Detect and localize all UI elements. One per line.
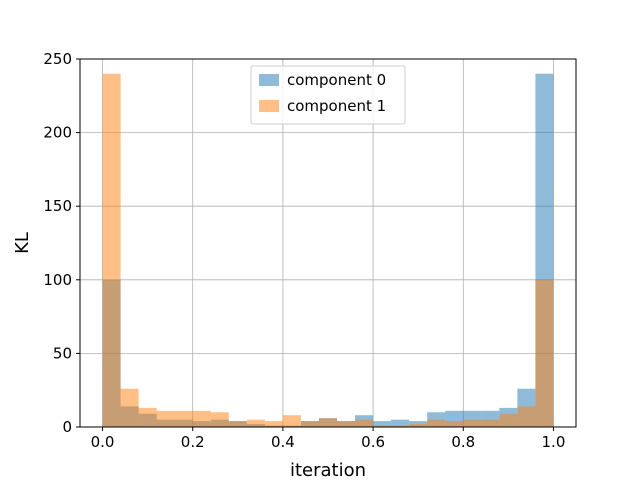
y-tick-label: 150 <box>43 197 72 215</box>
bar <box>282 415 301 427</box>
bar <box>535 279 554 427</box>
bar <box>156 410 175 427</box>
legend-swatch <box>259 74 279 86</box>
bar <box>463 419 482 427</box>
bar <box>517 406 536 427</box>
y-tick-label: 250 <box>43 50 72 68</box>
bar <box>499 413 518 427</box>
series-0 <box>102 73 554 427</box>
x-tick-label: 0.8 <box>451 433 475 451</box>
x-tick-label: 0.2 <box>181 433 205 451</box>
bar <box>192 410 211 427</box>
x-tick-label: 0.0 <box>91 433 115 451</box>
x-tick-label: 0.4 <box>271 433 295 451</box>
bar <box>481 419 500 427</box>
bar <box>427 419 446 427</box>
y-tick-label: 0 <box>62 418 72 436</box>
bar <box>373 421 392 427</box>
bar <box>300 421 319 427</box>
legend-swatch <box>259 100 279 112</box>
bar <box>246 419 265 427</box>
bar <box>355 419 374 427</box>
y-axis-label: KL <box>12 232 33 254</box>
bar <box>337 421 356 427</box>
bar <box>174 410 193 427</box>
bars <box>102 73 554 427</box>
bar <box>120 388 139 427</box>
y-tick-label: 50 <box>53 344 72 362</box>
bar <box>409 424 428 427</box>
x-axis-label: iteration <box>290 460 366 480</box>
y-tick-label: 200 <box>43 124 72 142</box>
legend-box <box>250 65 406 125</box>
bar <box>228 421 247 427</box>
x-tick-label: 1.0 <box>542 433 566 451</box>
plot-frame <box>79 58 577 428</box>
y-axis-ticks: 0 50 100 150 200 250 <box>43 50 80 436</box>
series-1 <box>102 73 554 427</box>
x-tick-label: 0.6 <box>361 433 385 451</box>
bar <box>391 425 410 427</box>
y-tick-label: 100 <box>43 271 72 289</box>
x-axis-ticks: 0.0 0.2 0.4 0.6 0.8 1.0 <box>91 427 566 451</box>
bar <box>373 425 392 427</box>
bar <box>391 419 410 427</box>
bar <box>318 418 338 427</box>
bar <box>102 73 121 427</box>
legend-label: component 1 <box>287 97 386 115</box>
legend-label: component 0 <box>287 71 386 89</box>
bar <box>264 421 283 427</box>
bar <box>445 421 464 427</box>
legend: component 0 component 1 <box>250 65 406 125</box>
bar <box>138 407 157 427</box>
bar <box>210 412 229 427</box>
